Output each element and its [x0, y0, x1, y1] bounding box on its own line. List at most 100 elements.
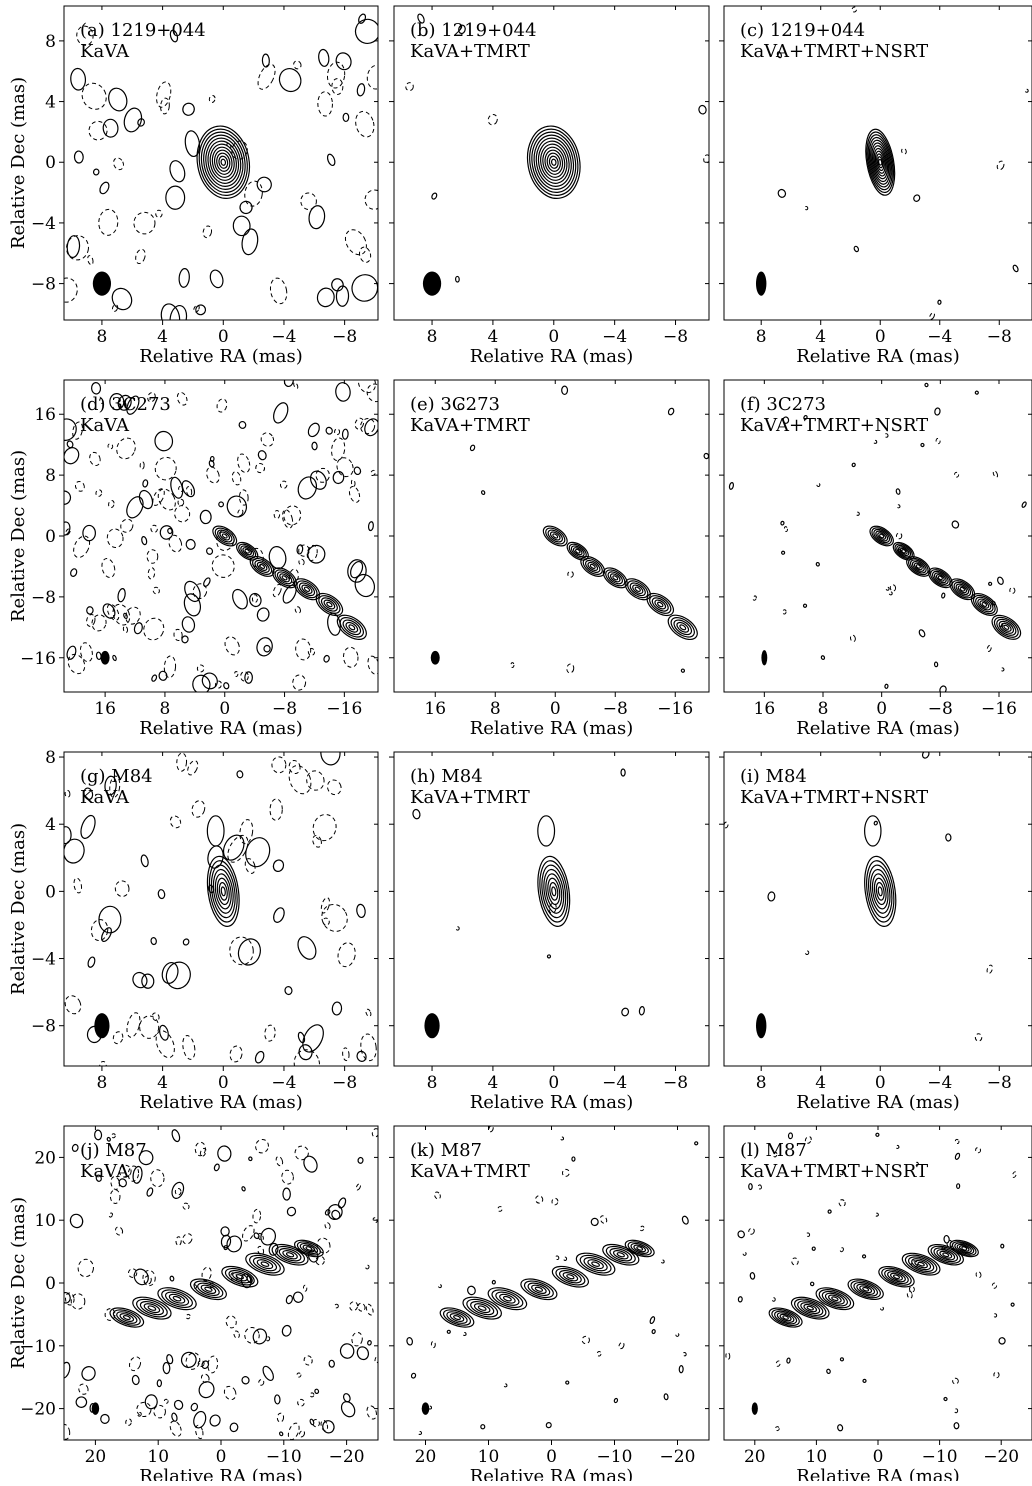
x-tick-label: 16: [424, 699, 446, 719]
noise-contour: [88, 120, 108, 141]
noise-contour: [906, 1290, 913, 1299]
noise-contour: [297, 1031, 306, 1044]
noise-contour: [171, 1412, 178, 1422]
noise-contour: [192, 674, 211, 692]
noise-contour: [199, 509, 212, 525]
y-tick-label: 4: [45, 93, 56, 113]
jet-contour: [462, 1296, 502, 1320]
noise-contour: [804, 205, 809, 211]
noise-contour: [680, 668, 686, 673]
noise-contour: [889, 584, 897, 592]
noise-contour: [252, 1208, 262, 1224]
jet-contour: [204, 1286, 213, 1292]
noise-contour: [446, 1329, 451, 1334]
noise-contour: [913, 194, 921, 202]
noise-contour: [326, 153, 336, 167]
noise-contour: [174, 1187, 182, 1196]
noise-contour: [278, 68, 302, 93]
noise-contour: [455, 926, 460, 931]
jet-contour: [869, 525, 894, 547]
noise-contour: [112, 654, 117, 662]
jet-contour: [605, 569, 626, 587]
noise-contour: [874, 1212, 879, 1217]
noise-contour: [437, 1284, 442, 1289]
noise-contour: [776, 51, 782, 59]
noise-contour: [70, 67, 87, 91]
jet-contour: [570, 545, 585, 558]
noise-contour: [620, 768, 626, 777]
jet-contour: [634, 586, 641, 592]
noise-contour: [896, 504, 901, 509]
noise-contour: [269, 798, 283, 821]
source-contour: [203, 134, 244, 190]
source-contour: [216, 152, 231, 172]
x-tick-label: −20: [329, 1447, 365, 1467]
source-contour: [877, 886, 883, 897]
noise-contour: [974, 1033, 983, 1042]
jet-contour: [927, 1243, 964, 1266]
noise-contour: [182, 1202, 190, 1211]
jet-contour: [473, 1303, 491, 1314]
beam-ellipse: [422, 271, 442, 296]
noise-contour: [217, 1145, 232, 1162]
x-tick-label: 8: [427, 1073, 438, 1093]
noise-contour: [324, 1209, 331, 1216]
x-tick-label: −8: [332, 1073, 357, 1093]
source-contour: [540, 143, 568, 181]
noise-contour: [365, 1303, 374, 1316]
noise-contour: [331, 437, 346, 462]
x-tick-label: 0: [548, 327, 559, 347]
noise-contour: [467, 1285, 476, 1296]
noise-contour: [81, 82, 107, 110]
noise-contour: [132, 971, 148, 989]
noise-contour: [123, 612, 128, 620]
noise-contour: [895, 1144, 900, 1149]
noise-contour: [791, 1257, 799, 1266]
beam-ellipse: [430, 650, 440, 665]
noise-contour: [245, 837, 271, 868]
noise-contour: [133, 211, 156, 235]
noise-contour: [322, 917, 330, 926]
noise-contour: [72, 421, 83, 440]
noise-contour: [367, 1340, 372, 1346]
noise-contour: [307, 544, 326, 564]
jet-contour: [955, 583, 970, 596]
y-tick-label: −20: [20, 1400, 56, 1420]
noise-contour: [300, 192, 317, 210]
y-tick-label: 8: [45, 748, 56, 768]
noise-contour: [434, 1191, 441, 1200]
noise-contour: [112, 1031, 124, 1045]
jet-contour: [487, 1287, 528, 1311]
noise-contour: [147, 392, 156, 403]
noise-contour: [223, 682, 230, 690]
noise-contour: [1000, 1243, 1005, 1249]
noise-contour: [879, 1306, 884, 1311]
x-tick-label: 20: [415, 1447, 437, 1467]
noise-contour: [802, 603, 808, 608]
noise-contour: [168, 534, 183, 553]
jet-contour: [878, 1265, 915, 1288]
noise-contour: [108, 87, 128, 112]
jet-contour: [315, 592, 344, 617]
jet-contour: [164, 1291, 190, 1306]
jet-contour: [293, 1239, 324, 1258]
noise-contour: [201, 1266, 212, 1282]
noise-contour: [298, 558, 305, 566]
y-tick-label: 8: [45, 466, 56, 486]
source-contour: [212, 868, 234, 914]
jet-contour: [591, 1261, 601, 1267]
x-axis-label: Relative RA (mas): [470, 1092, 634, 1113]
noise-contour: [803, 414, 808, 420]
y-tick-label: −4: [31, 214, 56, 234]
noise-contour: [126, 496, 144, 519]
jet-contour: [930, 569, 951, 587]
noise-contour: [1012, 264, 1019, 273]
jet-contour: [221, 1265, 259, 1288]
panel-label: (i) M84: [740, 766, 807, 787]
noise-contour: [682, 1351, 687, 1357]
jet-contour: [890, 1272, 903, 1281]
jet-contour: [790, 1296, 830, 1320]
jet-contour: [502, 1295, 512, 1302]
noise-contour: [231, 471, 242, 486]
jet-contour: [336, 614, 367, 640]
